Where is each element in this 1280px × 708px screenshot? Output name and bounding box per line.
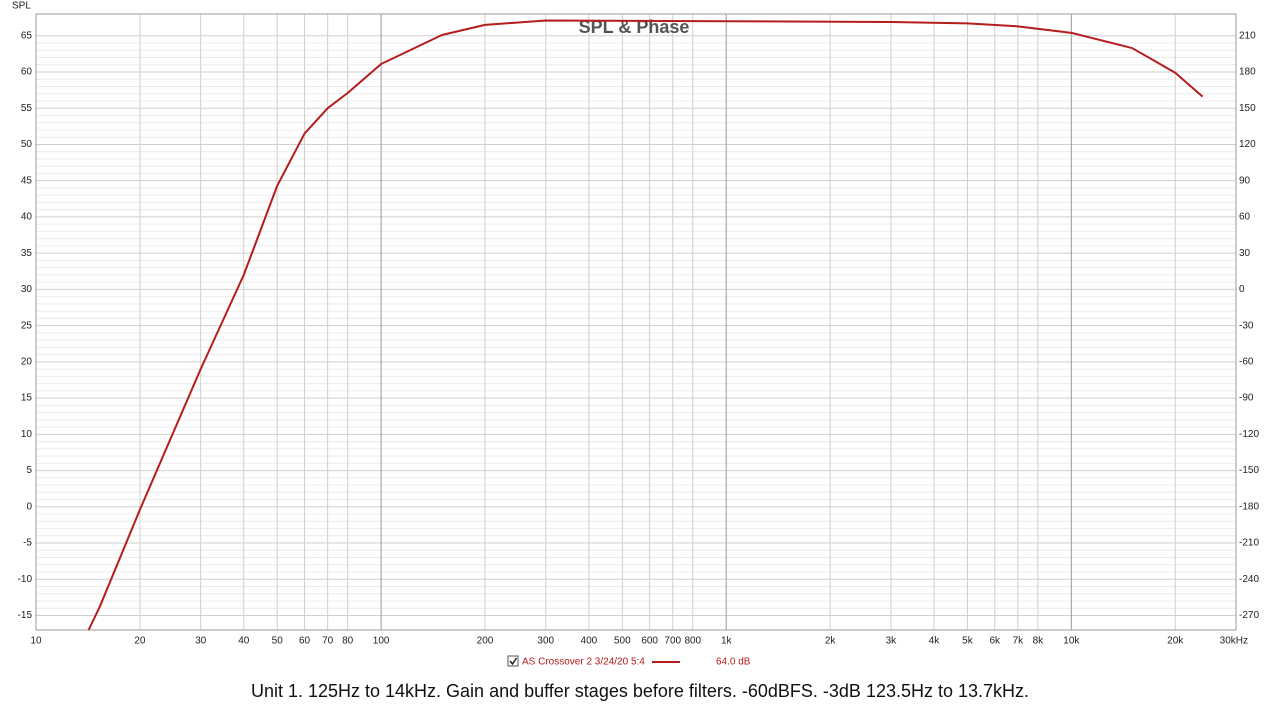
series-line xyxy=(87,19,1204,631)
y-tick-label: 5 xyxy=(26,465,32,476)
y-tick-label: 35 xyxy=(21,248,33,259)
y-tick-label: -5 xyxy=(23,538,32,549)
x-tick-label: 200 xyxy=(477,636,494,647)
x-tick-label: 7k xyxy=(1013,636,1025,647)
y2-tick-label: 0 xyxy=(1239,284,1245,295)
y-tick-label: 40 xyxy=(21,212,33,223)
x-tick-label: 60 xyxy=(299,636,311,647)
x-tick-label: 8k xyxy=(1033,636,1045,647)
x-tick-label: 6k xyxy=(989,636,1001,647)
y2-tick-label: -270 xyxy=(1239,610,1259,621)
x-tick-label: 800 xyxy=(684,636,701,647)
y-axis-label: SPL xyxy=(12,1,31,12)
y-tick-label: 20 xyxy=(21,356,33,367)
y-tick-label: -15 xyxy=(18,610,33,621)
y2-tick-label: 180 xyxy=(1239,67,1256,78)
y-tick-label: 65 xyxy=(21,30,33,41)
y2-tick-label: 60 xyxy=(1239,212,1251,223)
y2-tick-label: 90 xyxy=(1239,175,1251,186)
caption: Unit 1. 125Hz to 14kHz. Gain and buffer … xyxy=(251,681,1029,701)
y2-tick-label: 120 xyxy=(1239,139,1256,150)
x-tick-label: 400 xyxy=(581,636,598,647)
x-tick-label: 3k xyxy=(886,636,898,647)
x-tick-label: 500 xyxy=(614,636,631,647)
y2-tick-label: -120 xyxy=(1239,429,1259,440)
x-tick-label: 20k xyxy=(1167,636,1184,647)
y2-tick-label: -30 xyxy=(1239,320,1254,331)
y-tick-label: 30 xyxy=(21,284,33,295)
x-tick-label: 20 xyxy=(134,636,146,647)
y2-tick-label: -240 xyxy=(1239,574,1259,585)
y-tick-label: 60 xyxy=(21,67,33,78)
x-tick-label: 80 xyxy=(342,636,354,647)
y2-tick-label: -210 xyxy=(1239,538,1259,549)
x-tick-label: 2k xyxy=(825,636,837,647)
x-tick-label: 30 xyxy=(195,636,207,647)
y-tick-label: 45 xyxy=(21,175,33,186)
y-tick-label: 55 xyxy=(21,103,33,114)
x-tick-label: 5k xyxy=(962,636,974,647)
legend-checkbox[interactable] xyxy=(507,655,519,667)
legend-value: 64.0 dB xyxy=(716,657,751,668)
x-tick-label: 10 xyxy=(30,636,42,647)
plot-frame xyxy=(35,13,1237,631)
x-tick-label: 300 xyxy=(537,636,554,647)
y2-tick-label: 30 xyxy=(1239,248,1251,259)
x-tick-label: 30kHz xyxy=(1220,636,1248,647)
grid xyxy=(35,14,1237,630)
checkbox-check xyxy=(509,657,518,666)
y2-tick-label: 150 xyxy=(1239,103,1256,114)
y-tick-label: 0 xyxy=(26,501,32,512)
x-tick-label: 1k xyxy=(721,636,733,647)
y2-tick-label: -90 xyxy=(1239,393,1254,404)
x-tick-label: 600 xyxy=(641,636,658,647)
x-tick-label: 40 xyxy=(238,636,250,647)
legend-label: AS Crossover 2 3/24/20 5:4 xyxy=(522,657,645,668)
x-tick-label: 10k xyxy=(1063,636,1080,647)
y-tick-label: -10 xyxy=(18,574,33,585)
y-tick-label: 50 xyxy=(21,139,33,150)
y-tick-label: 25 xyxy=(21,320,33,331)
y2-tick-label: -60 xyxy=(1239,356,1254,367)
x-tick-label: 100 xyxy=(373,636,390,647)
y-tick-label: 15 xyxy=(21,393,33,404)
x-tick-label: 4k xyxy=(929,636,941,647)
y2-tick-label: -180 xyxy=(1239,501,1259,512)
x-tick-label: 70 xyxy=(322,636,334,647)
x-tick-label: 50 xyxy=(272,636,284,647)
x-tick-label: 700 xyxy=(664,636,681,647)
y2-tick-label: 210 xyxy=(1239,30,1256,41)
y2-tick-label: -150 xyxy=(1239,465,1259,476)
y-tick-label: 10 xyxy=(21,429,33,440)
